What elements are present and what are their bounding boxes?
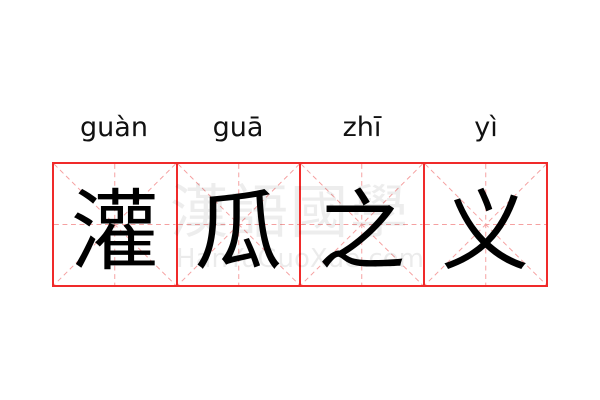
character-grid: 灌 瓜 之 义 [52, 162, 548, 287]
char-cell: 义 [424, 164, 546, 285]
character: 之 [317, 180, 406, 283]
char-cell: 瓜 [177, 164, 301, 285]
char-cell: 之 [301, 164, 425, 285]
pinyin-1: guā [212, 112, 264, 143]
guide-lines [54, 164, 176, 285]
pinyin-0: guàn [80, 112, 148, 143]
guide-lines [424, 164, 546, 285]
guide-lines [301, 164, 423, 285]
character: 瓜 [194, 180, 283, 283]
char-cell: 灌 [54, 164, 178, 285]
pinyin-3: yì [474, 112, 498, 143]
character: 灌 [70, 180, 159, 283]
watermark-chars: 漢語國學 [170, 178, 411, 246]
guide-lines [177, 164, 299, 285]
pinyin-2: zhī [342, 112, 382, 143]
character: 义 [441, 180, 530, 283]
watermark-url: HanYuGuoXue.com [176, 244, 424, 274]
